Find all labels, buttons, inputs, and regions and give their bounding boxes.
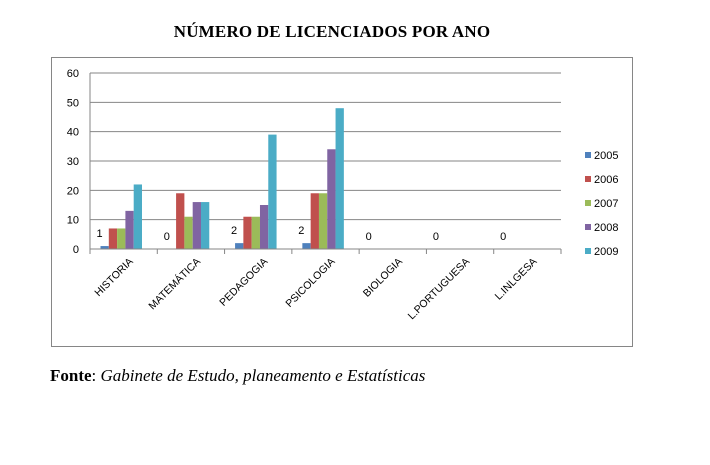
- bar-2008-psicologia: [327, 149, 336, 249]
- data-label: 2: [298, 225, 304, 237]
- y-tick-label: 20: [67, 185, 79, 197]
- y-tick-label: 0: [73, 244, 79, 256]
- bar-2005-pedagogia: [235, 243, 244, 249]
- x-tick-label: L.PORTUGUESA: [406, 256, 473, 323]
- x-tick-label: PSICOLOGIA: [283, 256, 337, 310]
- data-label: 2: [231, 225, 237, 237]
- legend-label: 2006: [594, 174, 618, 186]
- legend-label: 2009: [594, 246, 618, 258]
- x-tick-label: PEDAGOGIA: [217, 256, 270, 309]
- data-label: 0: [433, 231, 439, 243]
- source-text: Gabinete de Estudo, planeamento e Estatí…: [100, 366, 426, 385]
- data-label: 0: [164, 231, 170, 243]
- source-note: Fonte: Gabinete de Estudo, planeamento e…: [50, 366, 426, 385]
- legend-swatch: [585, 176, 591, 182]
- legend-label: 2005: [594, 150, 618, 162]
- bar-2009-psicologia: [335, 108, 344, 249]
- data-label: 1: [96, 228, 102, 240]
- bar-2007-psicologia: [318, 193, 328, 249]
- x-tick-label: HISTORIA: [92, 256, 135, 299]
- bar-2009-historia: [133, 184, 142, 249]
- bar-2008-pedagogia: [259, 205, 269, 249]
- legend-swatch: [585, 224, 591, 230]
- bar-2009-matemática: [200, 202, 210, 249]
- x-tick-label: MATEMÁTICA: [146, 255, 203, 312]
- bar-2007-matemática: [184, 216, 193, 249]
- y-tick-label: 40: [67, 127, 79, 139]
- chart-title: NÚMERO DE LICENCIADOS POR ANO: [173, 22, 491, 41]
- bar-2006-psicologia: [310, 193, 319, 249]
- legend-swatch: [585, 248, 591, 254]
- legend-swatch: [585, 200, 591, 206]
- bar-2006-historia: [108, 228, 118, 249]
- bar-2007-historia: [117, 228, 126, 249]
- bar-2005-historia: [100, 246, 109, 249]
- legend-swatch: [585, 152, 591, 158]
- y-tick-label: 10: [67, 215, 79, 227]
- data-label: 0: [500, 231, 506, 243]
- x-tick-label: BIOLOGIA: [361, 256, 405, 300]
- legend-label: 2007: [594, 198, 618, 210]
- legend-label: 2008: [594, 222, 618, 234]
- bar-2005-psicologia: [302, 243, 311, 249]
- y-tick-label: 60: [67, 68, 79, 80]
- y-tick-label: 50: [67, 97, 79, 109]
- bar-2006-matemática: [176, 193, 185, 249]
- y-tick-label: 30: [67, 156, 79, 168]
- bar-2008-historia: [125, 210, 134, 249]
- bar-2006-pedagogia: [243, 216, 252, 249]
- x-tick-label: L.INLGESA: [493, 256, 540, 303]
- source-label: Fonte: [50, 366, 92, 385]
- bar-2007-pedagogia: [251, 216, 260, 249]
- data-label: 0: [366, 231, 372, 243]
- bar-2009-pedagogia: [268, 134, 277, 249]
- bar-2008-matemática: [192, 202, 201, 249]
